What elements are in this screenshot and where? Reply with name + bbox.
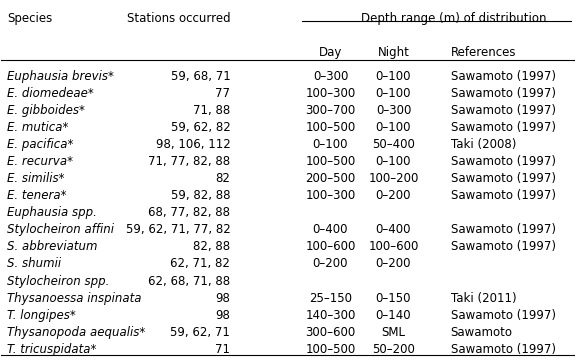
Text: 100–300: 100–300 bbox=[305, 87, 356, 100]
Text: Sawamoto (1997): Sawamoto (1997) bbox=[451, 87, 556, 100]
Text: 25–150: 25–150 bbox=[309, 291, 352, 305]
Text: 0–200: 0–200 bbox=[312, 257, 348, 270]
Text: References: References bbox=[451, 46, 516, 60]
Text: 200–500: 200–500 bbox=[305, 172, 356, 185]
Text: 71, 88: 71, 88 bbox=[193, 104, 230, 117]
Text: Sawamoto (1997): Sawamoto (1997) bbox=[451, 240, 556, 253]
Text: Thysanoessa inspinata: Thysanoessa inspinata bbox=[7, 291, 142, 305]
Text: 100–500: 100–500 bbox=[305, 343, 356, 356]
Text: Taki (2011): Taki (2011) bbox=[451, 291, 517, 305]
Text: 59, 62, 71: 59, 62, 71 bbox=[170, 326, 230, 339]
Text: 0–100: 0–100 bbox=[375, 87, 411, 100]
Text: Sawamoto (1997): Sawamoto (1997) bbox=[451, 172, 556, 185]
Text: Depth range (m) of distribution: Depth range (m) of distribution bbox=[361, 12, 546, 25]
Text: Sawamoto (1997): Sawamoto (1997) bbox=[451, 155, 556, 168]
Text: Sawamoto (1997): Sawamoto (1997) bbox=[451, 70, 556, 83]
Text: Euphausia brevis*: Euphausia brevis* bbox=[7, 70, 114, 83]
Text: 71, 77, 82, 88: 71, 77, 82, 88 bbox=[148, 155, 230, 168]
Text: 62, 71, 82: 62, 71, 82 bbox=[170, 257, 230, 270]
Text: Sawamoto (1997): Sawamoto (1997) bbox=[451, 343, 556, 356]
Text: 98: 98 bbox=[216, 291, 230, 305]
Text: 100–600: 100–600 bbox=[305, 240, 356, 253]
Text: Taki (2008): Taki (2008) bbox=[451, 138, 516, 151]
Text: 62, 68, 71, 88: 62, 68, 71, 88 bbox=[148, 274, 230, 287]
Text: S. abbreviatum: S. abbreviatum bbox=[7, 240, 97, 253]
Text: 100–600: 100–600 bbox=[368, 240, 419, 253]
Text: 100–500: 100–500 bbox=[305, 155, 356, 168]
Text: 98: 98 bbox=[216, 309, 230, 322]
Text: Stations occurred: Stations occurred bbox=[127, 12, 230, 25]
Text: 0–100: 0–100 bbox=[375, 70, 411, 83]
Text: 0–400: 0–400 bbox=[312, 223, 348, 236]
Text: Sawamoto (1997): Sawamoto (1997) bbox=[451, 309, 556, 322]
Text: Sawamoto (1997): Sawamoto (1997) bbox=[451, 189, 556, 202]
Text: 71: 71 bbox=[215, 343, 230, 356]
Text: 59, 82, 88: 59, 82, 88 bbox=[171, 189, 230, 202]
Text: Euphausia spp.: Euphausia spp. bbox=[7, 206, 97, 219]
Text: 0–100: 0–100 bbox=[375, 155, 411, 168]
Text: 59, 68, 71: 59, 68, 71 bbox=[171, 70, 230, 83]
Text: 59, 62, 82: 59, 62, 82 bbox=[171, 121, 230, 134]
Text: E. similis*: E. similis* bbox=[7, 172, 65, 185]
Text: 0–100: 0–100 bbox=[375, 121, 411, 134]
Text: Sawamoto (1997): Sawamoto (1997) bbox=[451, 104, 556, 117]
Text: 68, 77, 82, 88: 68, 77, 82, 88 bbox=[148, 206, 230, 219]
Text: Thysanopoda aequalis*: Thysanopoda aequalis* bbox=[7, 326, 145, 339]
Text: 82: 82 bbox=[216, 172, 230, 185]
Text: 50–400: 50–400 bbox=[372, 138, 415, 151]
Text: 100–300: 100–300 bbox=[305, 189, 356, 202]
Text: S. shumii: S. shumii bbox=[7, 257, 61, 270]
Text: 100–200: 100–200 bbox=[368, 172, 419, 185]
Text: Sawamoto (1997): Sawamoto (1997) bbox=[451, 223, 556, 236]
Text: Stylocheiron affini: Stylocheiron affini bbox=[7, 223, 114, 236]
Text: T. tricuspidata*: T. tricuspidata* bbox=[7, 343, 97, 356]
Text: 0–100: 0–100 bbox=[312, 138, 348, 151]
Text: SML: SML bbox=[381, 326, 405, 339]
Text: Sawamoto (1997): Sawamoto (1997) bbox=[451, 121, 556, 134]
Text: 0–150: 0–150 bbox=[375, 291, 411, 305]
Text: 0–140: 0–140 bbox=[375, 309, 411, 322]
Text: Sawamoto: Sawamoto bbox=[451, 326, 512, 339]
Text: 140–300: 140–300 bbox=[305, 309, 356, 322]
Text: 0–300: 0–300 bbox=[313, 70, 348, 83]
Text: 82, 88: 82, 88 bbox=[193, 240, 230, 253]
Text: 100–500: 100–500 bbox=[305, 121, 356, 134]
Text: T. longipes*: T. longipes* bbox=[7, 309, 76, 322]
Text: 0–200: 0–200 bbox=[375, 257, 411, 270]
Text: Night: Night bbox=[378, 46, 409, 60]
Text: 59, 62, 71, 77, 82: 59, 62, 71, 77, 82 bbox=[125, 223, 230, 236]
Text: E. mutica*: E. mutica* bbox=[7, 121, 68, 134]
Text: E. tenera*: E. tenera* bbox=[7, 189, 66, 202]
Text: 300–700: 300–700 bbox=[305, 104, 356, 117]
Text: Day: Day bbox=[319, 46, 342, 60]
Text: 0–200: 0–200 bbox=[375, 189, 411, 202]
Text: 0–300: 0–300 bbox=[376, 104, 411, 117]
Text: E. diomedeae*: E. diomedeae* bbox=[7, 87, 94, 100]
Text: E. pacifica*: E. pacifica* bbox=[7, 138, 73, 151]
Text: Stylocheiron spp.: Stylocheiron spp. bbox=[7, 274, 110, 287]
Text: E. recurva*: E. recurva* bbox=[7, 155, 73, 168]
Text: 77: 77 bbox=[215, 87, 230, 100]
Text: 98, 106, 112: 98, 106, 112 bbox=[156, 138, 230, 151]
Text: E. gibboides*: E. gibboides* bbox=[7, 104, 85, 117]
Text: 300–600: 300–600 bbox=[305, 326, 356, 339]
Text: Species: Species bbox=[7, 12, 52, 25]
Text: 50–200: 50–200 bbox=[372, 343, 415, 356]
Text: 0–400: 0–400 bbox=[375, 223, 411, 236]
